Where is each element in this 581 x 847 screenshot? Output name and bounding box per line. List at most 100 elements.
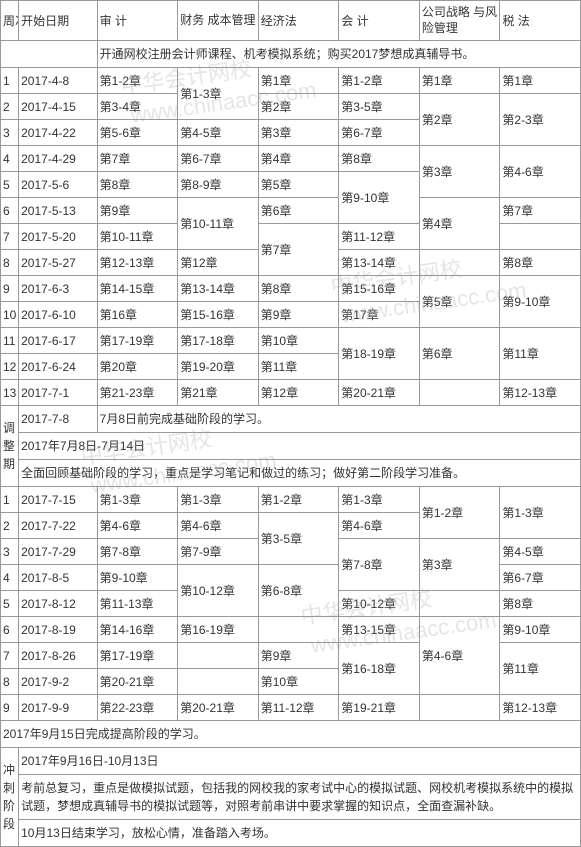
start-date: 2017-7-1 (19, 380, 98, 406)
adjust-range-row: 2017年7月8日-7月14日 (1, 433, 581, 460)
table-row: 92017-6-3第14-15章第13-14章第8章第15-16章第5章第9-1… (1, 276, 581, 302)
finance-cell: 第10-12章 (178, 565, 259, 617)
audit-cell: 第7章 (97, 146, 178, 172)
table-row: 12017-7-15第1-3章第1-3章第1-2章第1-3章第1-2章第1-3章 (1, 487, 581, 513)
start-date: 2017-4-29 (19, 146, 98, 172)
acc-cell: 第10-12章 (339, 591, 420, 617)
finance-cell: 第13-14章 (178, 276, 259, 302)
start-date: 2017-8-26 (19, 643, 98, 669)
strat-cell: 第3章 (419, 539, 500, 591)
econ-cell: 第9章 (258, 643, 339, 669)
tax-cell (500, 224, 581, 250)
col-start-date: 开始日期 (19, 1, 98, 41)
col-econ-law: 经济法 (258, 1, 339, 41)
strat-cell: 第6章 (419, 328, 500, 380)
strat-cell (419, 591, 500, 617)
start-date: 2017-6-10 (19, 302, 98, 328)
audit-cell: 第14-16章 (97, 617, 178, 643)
tax-cell: 第12-13章 (500, 380, 581, 406)
econ-cell: 第4章 (258, 146, 339, 172)
strat-cell: 第2章 (419, 94, 500, 146)
audit-cell: 第5-6章 (97, 120, 178, 146)
tax-cell: 第11章 (500, 643, 581, 695)
week-num: 7 (1, 643, 19, 669)
start-date: 2017-8-19 (19, 617, 98, 643)
finance-cell: 第1-3章 (178, 68, 259, 120)
audit-cell: 第11-13章 (97, 591, 178, 617)
adjust-label: 调整期 (1, 406, 19, 487)
start-date: 2017-5-6 (19, 172, 98, 198)
week-num: 2 (1, 94, 19, 120)
week-num: 8 (1, 250, 19, 276)
table-row: 12017-4-8第1-2章第1-3章第1章第1-2章第1章第1章 (1, 68, 581, 94)
start-date: 2017-9-9 (19, 695, 98, 721)
phase2-end-row: 2017年9月15日完成提高阶段的学习。 (1, 721, 581, 748)
table-row: 132017-7-1第21-23章第21章第12章第20-21章第12-13章 (1, 380, 581, 406)
audit-cell: 第7-8章 (97, 539, 178, 565)
econ-cell: 第2章 (258, 94, 339, 120)
finance-cell: 第4-6章 (178, 513, 259, 539)
strat-cell: 第4章 (419, 198, 500, 250)
start-date: 2017-4-22 (19, 120, 98, 146)
week-num: 7 (1, 224, 19, 250)
week-num: 2 (1, 513, 19, 539)
col-finance: 财务 成本管理 (178, 1, 259, 41)
finance-cell (178, 643, 259, 669)
finance-cell: 第17-18章 (178, 328, 259, 354)
table-row: 62017-5-13第9章第10-11章第6章第4章第7章 (1, 198, 581, 224)
tax-cell: 第2-3章 (500, 94, 581, 146)
tax-cell: 第1-3章 (500, 487, 581, 539)
adjust-text: 7月8日前完成基础阶段的学习。 (97, 406, 580, 433)
econ-cell: 第8章 (258, 276, 339, 302)
acc-cell: 第1-3章 (339, 487, 420, 513)
week-num: 8 (1, 669, 19, 695)
audit-cell: 第9章 (97, 198, 178, 224)
start-date: 2017-5-27 (19, 250, 98, 276)
week-num: 3 (1, 120, 19, 146)
tax-cell: 第4-6章 (500, 146, 581, 198)
tax-cell: 第11章 (500, 328, 581, 380)
col-week-num: 周次 (1, 1, 19, 41)
finance-cell: 第6-7章 (178, 146, 259, 172)
econ-cell: 第1章 (258, 68, 339, 94)
audit-cell: 第1-2章 (97, 68, 178, 94)
acc-cell: 第13-15章 (339, 617, 420, 643)
audit-cell: 第10-11章 (97, 224, 178, 250)
start-date: 2017-5-13 (19, 198, 98, 224)
strat-cell: 第5章 (419, 276, 500, 328)
acc-cell: 第1-2章 (339, 68, 420, 94)
strat-cell (419, 695, 500, 721)
week-num: 1 (1, 487, 19, 513)
table-row: 62017-8-19第14-16章第16-19章第13-15章第4-6章第9-1… (1, 617, 581, 643)
acc-cell: 第19-21章 (339, 695, 420, 721)
week-num: 9 (1, 695, 19, 721)
audit-cell: 第9-10章 (97, 565, 178, 591)
week-num: 13 (1, 380, 19, 406)
finance-cell: 第8-9章 (178, 172, 259, 198)
week-num: 5 (1, 172, 19, 198)
start-date: 2017-7-29 (19, 539, 98, 565)
start-date: 2017-9-2 (19, 669, 98, 695)
finance-cell: 第15-16章 (178, 302, 259, 328)
audit-cell: 第4-6章 (97, 513, 178, 539)
econ-cell (258, 617, 339, 643)
start-date: 2017-7-22 (19, 513, 98, 539)
adjust-range: 2017年7月8日-7月14日 (19, 433, 581, 460)
adjust-date: 2017-7-8 (19, 406, 98, 433)
tax-cell: 第12-13章 (500, 695, 581, 721)
acc-cell: 第16-18章 (339, 643, 420, 695)
acc-cell: 第13-14章 (339, 250, 420, 276)
phase2-end: 2017年9月15日完成提高阶段的学习。 (1, 721, 581, 748)
week-num: 5 (1, 591, 19, 617)
acc-cell: 第6-7章 (339, 120, 420, 146)
start-date: 2017-4-8 (19, 68, 98, 94)
sprint-end-row: 10月13日结束学习，放松心情，准备踏入考场。 (1, 820, 581, 847)
strat-cell: 第1-2章 (419, 487, 500, 539)
start-date: 2017-7-15 (19, 487, 98, 513)
audit-cell: 第16章 (97, 302, 178, 328)
sprint-desc-row: 考前总复习，重点是做模拟试题，包括我的网校我的家考试中心的模拟试题、网校机考模拟… (1, 775, 581, 820)
sprint-desc: 考前总复习，重点是做模拟试题，包括我的网校我的家考试中心的模拟试题、网校机考模拟… (19, 775, 581, 820)
start-date: 2017-6-17 (19, 328, 98, 354)
sprint-label: 冲刺阶段 (1, 748, 19, 847)
col-accounting: 会 计 (339, 1, 420, 41)
